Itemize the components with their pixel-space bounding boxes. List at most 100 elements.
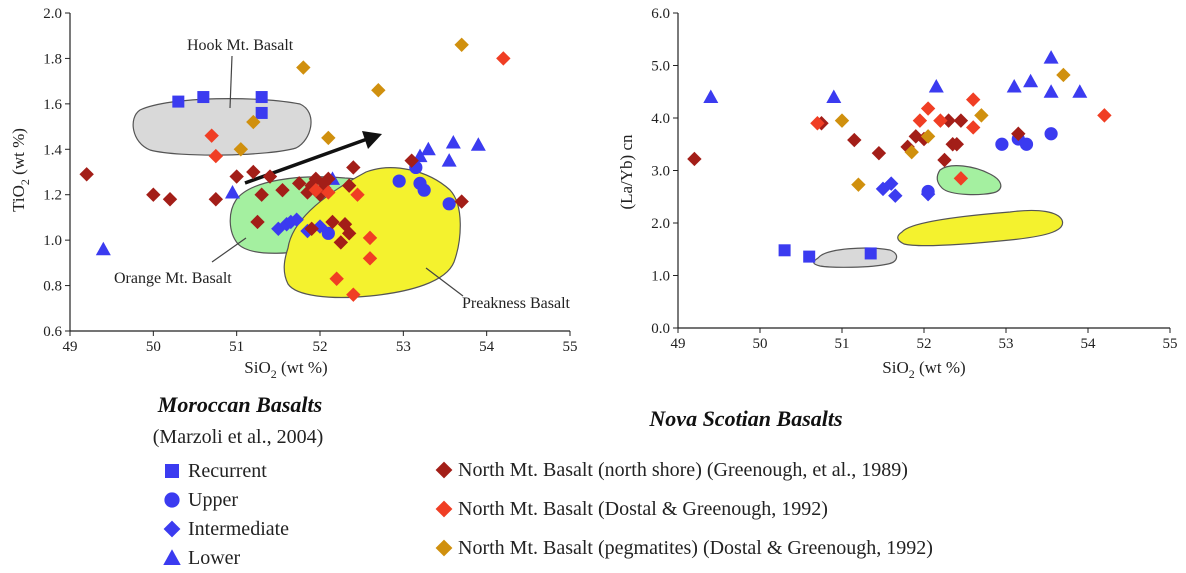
right-data-point [953, 113, 969, 128]
right-data-points [687, 50, 1112, 263]
right-data-point [912, 113, 928, 128]
right-data-point [1044, 127, 1058, 141]
legend-label: North Mt. Basalt (pegmatites) (Dostal & … [458, 537, 933, 559]
left-data-point [79, 167, 94, 182]
left-axes: 49 50 51 52 53 54 55 0.6 0.8 1.0 1.2 1.4 1.6 1.8 2.0 [43, 6, 577, 355]
left-data-point [337, 217, 353, 232]
right-data-point [937, 152, 952, 168]
legend-marker-square [165, 464, 179, 478]
legend-marker-diamond [435, 461, 453, 479]
right-data-point [864, 247, 877, 260]
left-data-point [312, 219, 328, 234]
left-data-point [420, 141, 436, 156]
left-data-point [275, 182, 290, 198]
right-data-point [920, 186, 936, 202]
right-data-point [871, 145, 887, 161]
left-data-point [246, 164, 261, 180]
legend-marker-circle [164, 492, 180, 508]
left-y-axis-title: TiO2 (wt %) [9, 128, 32, 212]
right-data-point [834, 113, 850, 128]
right-data-point [966, 92, 981, 107]
left-y-tick-label: 1.4 [43, 142, 62, 158]
right-x-tick-label: 50 [753, 336, 768, 352]
right-x-tick-label: 55 [1163, 336, 1178, 352]
left-data-point [496, 51, 511, 66]
left-data-point [233, 142, 249, 157]
left-data-point [262, 169, 278, 184]
right-data-point [1097, 108, 1112, 123]
left-data-point [250, 214, 265, 230]
right-data-point [703, 89, 719, 103]
left-data-point [417, 183, 431, 197]
right-data-point [826, 89, 842, 103]
right-data-point [1056, 67, 1071, 83]
right-y-tick-label: 4.0 [651, 111, 670, 127]
tio2-vs-sio2-chart: Hook Mt. Basalt Orange Mt. Basalt Preakn… [9, 6, 578, 381]
left-data-point [255, 91, 268, 104]
right-data-point [941, 113, 956, 128]
right-data-point [1011, 126, 1026, 141]
left-y-tick-label: 1.6 [43, 97, 62, 113]
right-data-point [974, 108, 989, 123]
left-x-tick-label: 55 [563, 339, 578, 355]
right-data-point [966, 120, 981, 135]
left-x-tick-label: 54 [479, 339, 495, 355]
right-x-tick-label: 49 [671, 336, 686, 352]
left-data-point [404, 153, 419, 168]
left-data-point [146, 187, 161, 202]
right-x-tick-label: 53 [999, 336, 1014, 352]
legend-label: North Mt. Basalt (Dostal & Greenough, 19… [458, 498, 828, 520]
left-y-tick-label: 0.8 [43, 279, 62, 295]
orange-mt-basalt-label: Orange Mt. Basalt [114, 270, 232, 287]
right-data-point [778, 244, 791, 257]
left-x-tick-label: 51 [229, 339, 244, 355]
legend-label: Upper [188, 489, 238, 511]
left-data-point [325, 214, 340, 230]
right-data-point [1006, 79, 1022, 93]
left-data-point [197, 91, 210, 104]
right-data-point [810, 116, 825, 131]
right-data-point [908, 129, 923, 144]
left-data-point [392, 174, 406, 188]
left-data-point [442, 197, 456, 211]
right-data-point [687, 151, 702, 167]
right-data-point [847, 132, 862, 148]
right-data-point [953, 171, 969, 186]
right-data-point [928, 79, 944, 93]
right-x-tick-label: 54 [1081, 336, 1097, 352]
right-data-point [803, 250, 816, 263]
left-data-point [470, 137, 486, 151]
left-data-point [321, 185, 336, 200]
left-data-point [341, 178, 357, 193]
left-x-axis-title: SiO2 (wt %) [244, 358, 327, 381]
legend-label: Recurrent [188, 460, 267, 482]
left-data-point [346, 160, 361, 175]
left-x-tick-label: 53 [396, 339, 411, 355]
right-data-point [900, 139, 915, 155]
left-data-point [246, 114, 261, 130]
left-x-tick-label: 50 [146, 339, 161, 355]
right-data-point [851, 177, 866, 192]
preakness-leader-line [425, 267, 464, 297]
legend-nova-scotian: North Mt. Basalt (north shore) (Greenoug… [435, 459, 933, 559]
left-data-point [229, 169, 244, 184]
hook-mt-basalt-label: Hook Mt. Basalt [187, 37, 294, 54]
right-data-point [888, 188, 903, 203]
left-data-point [296, 60, 311, 75]
right-data-point [884, 176, 899, 191]
left-data-point [445, 134, 461, 149]
left-data-point [225, 184, 240, 199]
left-data-point [321, 226, 335, 240]
left-data-point [289, 212, 304, 227]
right-data-point [1023, 73, 1039, 88]
left-data-point [308, 182, 324, 198]
hook-leader-line [229, 55, 233, 109]
left-data-point [304, 221, 319, 236]
left-data-point [454, 37, 469, 52]
left-y-tick-label: 1.8 [43, 51, 62, 67]
left-data-points [79, 37, 511, 302]
left-data-point [333, 235, 349, 250]
legend-marker-triangle [163, 549, 181, 565]
preakness-basalt-label: Preakness Basalt [462, 295, 571, 312]
left-data-point [316, 176, 332, 191]
